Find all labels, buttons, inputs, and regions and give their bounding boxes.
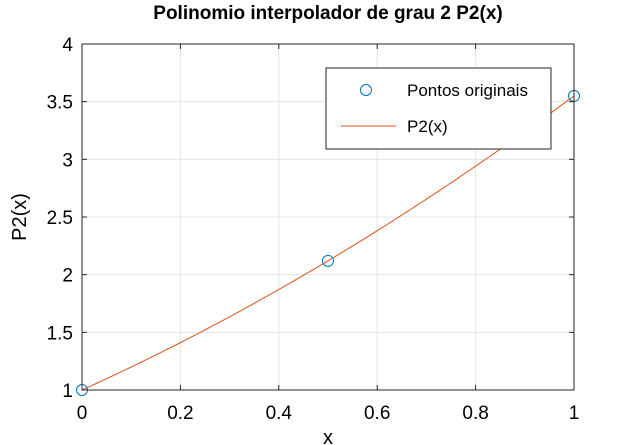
data-point-pontos-originais (322, 254, 334, 267)
x-tick-label: 0 (77, 403, 88, 424)
legend-label-p2: P2(x) (407, 117, 448, 136)
y-tick-label: 4 (62, 35, 73, 56)
legend-label-pontos-originais: Pontos originais (407, 81, 528, 100)
x-axis-label: x (323, 427, 333, 445)
legend-marker-pontos-originais (360, 84, 372, 96)
y-axis-label: P2(x) (9, 193, 31, 241)
legend-box (325, 67, 552, 150)
y-tick-label: 3 (62, 150, 73, 171)
x-tick-label: 0.4 (266, 403, 293, 424)
x-tick-label: 1 (569, 403, 580, 424)
x-tick-label: 0.2 (167, 403, 193, 424)
y-tick-label: 1 (62, 381, 73, 402)
y-tick-label: 3.5 (47, 93, 73, 114)
y-tick-label: 2.5 (47, 208, 73, 229)
legend: Pontos originais P2(x) (325, 67, 552, 150)
series-layer (76, 89, 580, 396)
ticks: 0 0.2 0.4 0.6 0.8 1 1 1.5 2 2.5 3 3.5 4 (47, 35, 580, 424)
y-tick-label: 2 (62, 266, 73, 287)
y-tick-label: 1.5 (47, 323, 73, 344)
x-tick-label: 0.6 (364, 403, 390, 424)
x-tick-label: 0.8 (462, 403, 488, 424)
series-line-p2 (81, 95, 575, 391)
chart-title: Polinomio interpolador de grau 2 P2(x) (153, 3, 502, 24)
